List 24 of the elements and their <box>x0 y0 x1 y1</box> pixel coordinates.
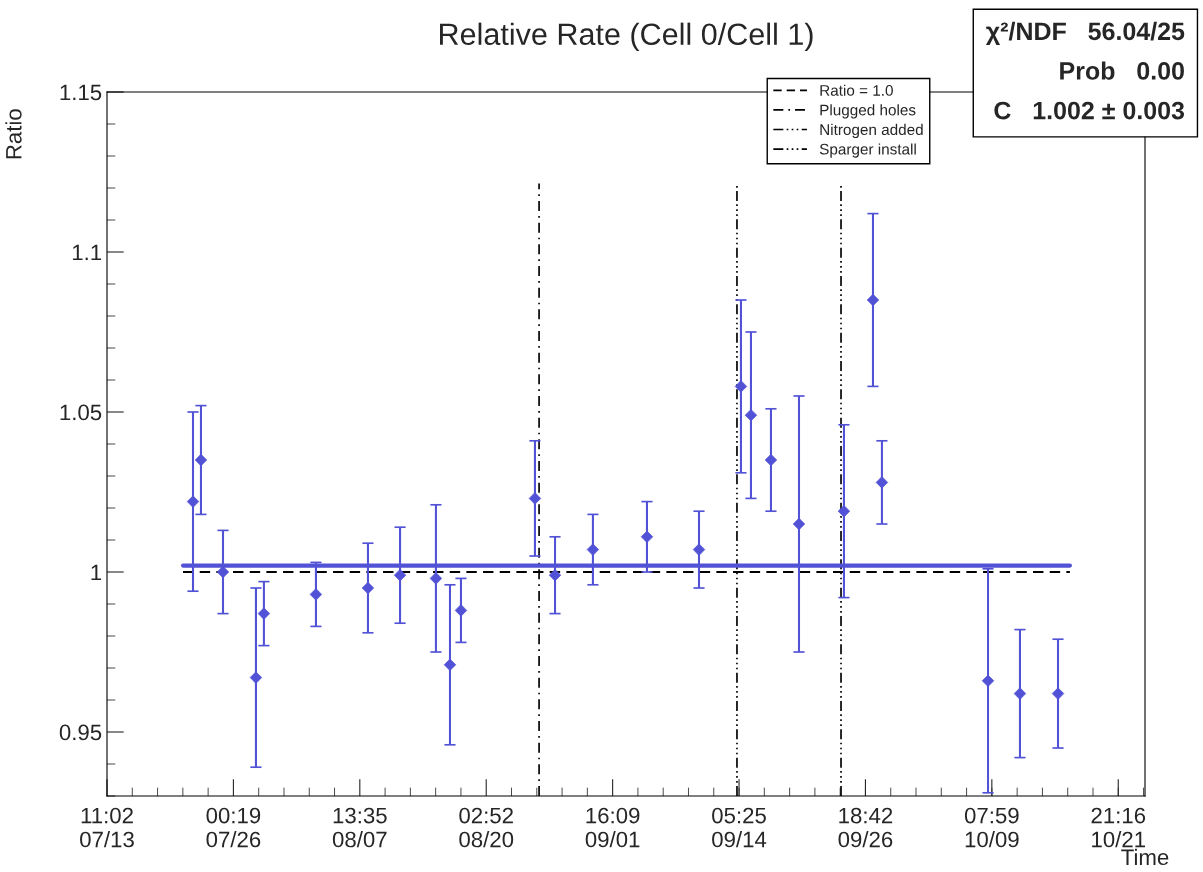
annotation: C 1.002 ± 0.003 <box>994 101 1185 120</box>
legend-label: Nitrogen added <box>820 123 923 139</box>
x-tick-label: 00:19 07/26 <box>206 807 261 848</box>
x-tick-label: 05:25 09/14 <box>712 807 767 848</box>
legend-label: Sparger install <box>819 143 916 158</box>
text: Prob 0.00 <box>1060 61 1184 80</box>
x-tick-label: 07:59 10/09 <box>964 807 1019 848</box>
y-tick-label: 1 <box>91 564 102 581</box>
x-tick-label: 16:09 09/01 <box>585 807 640 848</box>
text: χ²/NDF 56.04/25 <box>985 21 1185 46</box>
y-tick-label: 1.1 <box>72 244 102 261</box>
chart-title: Relative Rate (Cell 0/Cell 1) <box>440 22 813 52</box>
x-axis-title: Time <box>1121 848 1169 866</box>
legend-label: Ratio = 1.0 <box>820 84 893 96</box>
x-tick-label: 13:35 08/07 <box>332 807 387 848</box>
x-tick-label: 02:52 08/20 <box>459 807 514 848</box>
legend-label: Plugged holes <box>820 104 916 119</box>
y-tick-label: 1.15 <box>60 84 102 101</box>
x-tick-label: 21:16 10/21 <box>1091 807 1146 848</box>
y-tick-label: 1.05 <box>60 404 102 421</box>
x-tick-label: 18:42 09/26 <box>838 807 893 848</box>
y-axis-title: Ratio <box>5 109 22 159</box>
y-tick-label: 0.95 <box>59 724 102 741</box>
x-tick-label: 11:02 07/13 <box>80 807 134 848</box>
